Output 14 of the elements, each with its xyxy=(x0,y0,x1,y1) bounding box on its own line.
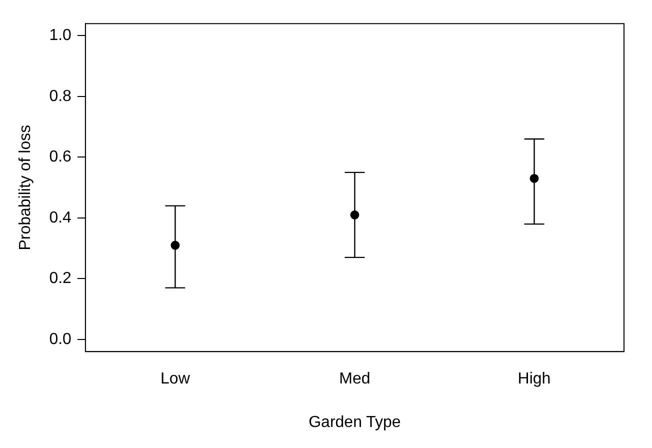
point xyxy=(350,210,360,220)
x-tick-label: High xyxy=(518,370,551,388)
y-axis-title: Probability of loss xyxy=(17,124,34,250)
y-tick-label: 0.4 xyxy=(49,209,72,226)
y-tick-label: 1.0 xyxy=(49,27,72,44)
y-tick-label: 0.0 xyxy=(49,330,72,348)
point xyxy=(530,174,539,183)
y-tick-label: 0.8 xyxy=(49,88,72,105)
x-tick-label: Med xyxy=(339,370,370,388)
x-axis-title: Garden Type xyxy=(308,414,401,431)
x-tick-label: Low xyxy=(160,370,190,388)
point xyxy=(170,240,180,250)
y-tick-label: 0.2 xyxy=(49,270,72,288)
y-tick-label: 0.6 xyxy=(49,148,72,166)
